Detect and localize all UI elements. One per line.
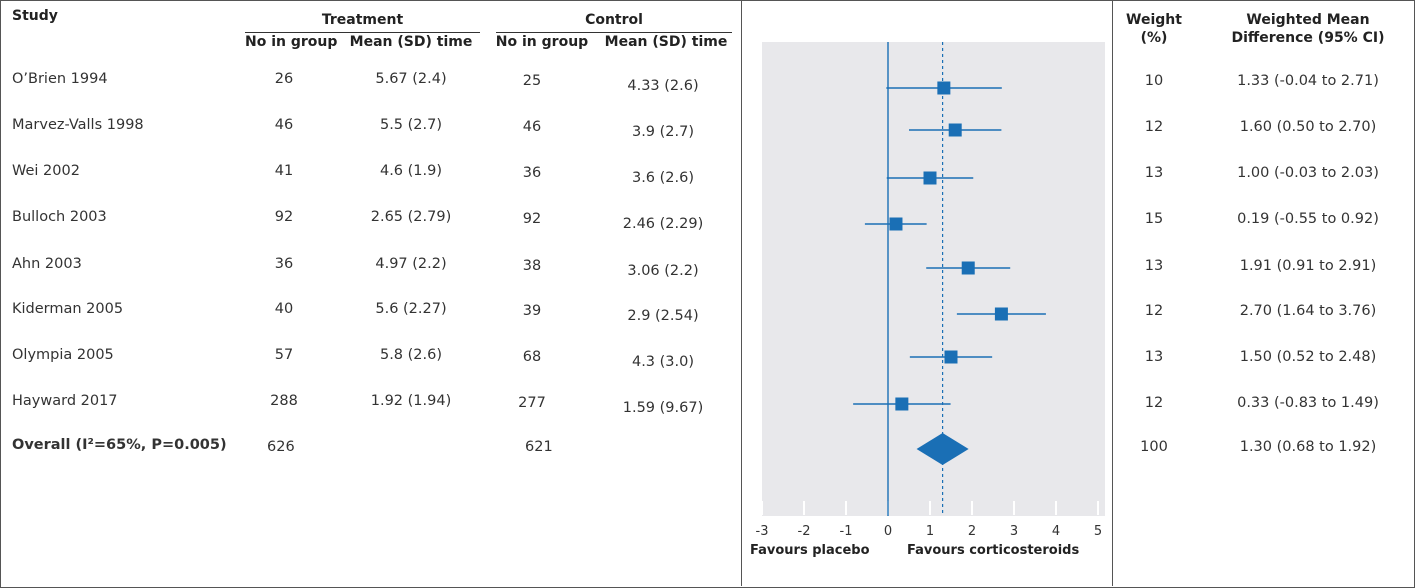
wmd-header-line2: Difference (95% CI): [1231, 30, 1385, 46]
treatment-mean: 4.97 (2.2): [375, 256, 447, 272]
treatment-n: 26: [274, 71, 294, 87]
control-n: 36: [522, 165, 542, 181]
treatment-mean: 2.65 (2.79): [370, 209, 452, 225]
x-tick-label: 5: [1094, 524, 1102, 539]
x-tick-label: 1: [926, 524, 934, 539]
weight-value: 13: [1144, 258, 1164, 274]
study-name: Bulloch 2003: [12, 209, 107, 225]
study-estimate-marker: [895, 397, 909, 411]
wmd-value: 1.00 (-0.03 to 2.03): [1237, 165, 1379, 181]
study-header: Study: [12, 8, 58, 24]
control-mean: 4.33 (2.6): [627, 78, 699, 94]
control-n: 46: [522, 119, 542, 135]
study-name: Marvez-Valls 1998: [12, 117, 144, 133]
wmd-value: 1.33 (-0.04 to 2.71): [1237, 73, 1379, 89]
control-mean-header: Mean (SD) time: [604, 34, 728, 50]
treatment-mean: 5.8 (2.6): [379, 347, 443, 363]
control-n: 68: [522, 349, 542, 365]
study-name: Kiderman 2005: [12, 301, 124, 317]
treatment-mean-header: Mean (SD) time: [349, 34, 473, 50]
treatment-header: Treatment: [321, 12, 404, 28]
study-name: O’Brien 1994: [12, 71, 108, 87]
study-name: Olympia 2005: [12, 347, 114, 363]
control-mean: 2.46 (2.29): [622, 216, 704, 232]
treatment-n: 41: [274, 163, 294, 179]
treatment-n: 40: [274, 301, 294, 317]
overall-wmd: 1.30 (0.68 to 1.92): [1239, 439, 1377, 455]
study-estimate-marker: [889, 217, 903, 231]
weight-value: 10: [1144, 73, 1164, 89]
control-n: 38: [522, 258, 542, 274]
study-estimate-marker: [944, 350, 958, 364]
weight-value: 13: [1144, 349, 1164, 365]
control-mean: 4.3 (3.0): [631, 354, 695, 370]
x-tick-label: 4: [1052, 524, 1060, 539]
plot-background: [762, 42, 1105, 516]
weight-value: 15: [1144, 211, 1164, 227]
treatment-n: 57: [274, 347, 294, 363]
study-estimate-marker: [961, 261, 975, 275]
control-underline: [496, 32, 732, 33]
treatment-underline: [245, 32, 480, 33]
x-tick-label: -1: [840, 524, 853, 539]
x-tick-label: 0: [884, 524, 892, 539]
wmd-header-line1: Weighted Mean: [1246, 12, 1370, 28]
control-n: 277: [518, 395, 546, 411]
favours-placebo-label: Favours placebo: [750, 543, 870, 558]
control-mean: 3.6 (2.6): [631, 170, 695, 186]
wmd-value: 2.70 (1.64 to 3.76): [1239, 303, 1377, 319]
study-estimate-marker: [948, 123, 962, 137]
overall-label: Overall (I²=65%, P=0.005): [12, 437, 227, 453]
treatment-mean: 5.5 (2.7): [379, 117, 443, 133]
study-name: Hayward 2017: [12, 393, 118, 409]
divider-left: [741, 0, 742, 586]
weight-value: 12: [1144, 395, 1164, 411]
control-mean: 3.9 (2.7): [631, 124, 695, 140]
control-n: 25: [522, 73, 542, 89]
favours-corticosteroids-label: Favours corticosteroids: [907, 543, 1079, 558]
x-tick-label: -3: [756, 524, 769, 539]
treatment-mean: 5.67 (2.4): [375, 71, 447, 87]
wmd-value: 0.33 (-0.83 to 1.49): [1237, 395, 1379, 411]
weight-unit-header: (%): [1140, 30, 1168, 46]
wmd-value: 1.60 (0.50 to 2.70): [1239, 119, 1377, 135]
control-n-header: No in group: [495, 34, 589, 50]
overall-weight: 100: [1140, 439, 1168, 455]
control-header: Control: [585, 12, 643, 28]
control-n: 92: [522, 211, 542, 227]
study-name: Wei 2002: [12, 163, 80, 179]
wmd-value: 1.50 (0.52 to 2.48): [1239, 349, 1377, 365]
divider-right: [1112, 0, 1113, 586]
treatment-n: 92: [274, 209, 294, 225]
treatment-mean: 4.6 (1.9): [379, 163, 443, 179]
wmd-value: 1.91 (0.91 to 2.91): [1239, 258, 1377, 274]
control-n: 39: [522, 303, 542, 319]
wmd-value: 0.19 (-0.55 to 0.92): [1237, 211, 1379, 227]
overall-diamond: [916, 433, 969, 465]
x-tick-label: 2: [968, 524, 976, 539]
study-estimate-marker: [937, 81, 951, 95]
x-tick-label: 3: [1010, 524, 1018, 539]
overall-control-n: 621: [525, 439, 553, 455]
control-mean: 1.59 (9.67): [622, 400, 704, 416]
overall-treatment-n: 626: [267, 439, 295, 455]
treatment-mean: 5.6 (2.27): [375, 301, 447, 317]
forest-plot: -3 -2 -1 0 1 2 3 4 5 Favours placebo Favours cor…: [750, 42, 1105, 558]
treatment-mean: 1.92 (1.94): [370, 393, 452, 409]
study-estimate-marker: [994, 307, 1008, 321]
control-mean: 2.9 (2.54): [627, 308, 699, 324]
treatment-n-header: No in group: [245, 34, 338, 50]
weight-value: 12: [1144, 119, 1164, 135]
treatment-n: 46: [274, 117, 294, 133]
study-name: Ahn 2003: [12, 256, 82, 272]
study-estimate-marker: [923, 171, 937, 185]
weight-value: 13: [1144, 165, 1164, 181]
treatment-n: 288: [270, 393, 298, 409]
control-mean: 3.06 (2.2): [627, 263, 699, 279]
weight-value: 12: [1144, 303, 1164, 319]
treatment-n: 36: [274, 256, 294, 272]
weight-header: Weight: [1126, 12, 1182, 28]
x-tick-label: -2: [798, 524, 811, 539]
